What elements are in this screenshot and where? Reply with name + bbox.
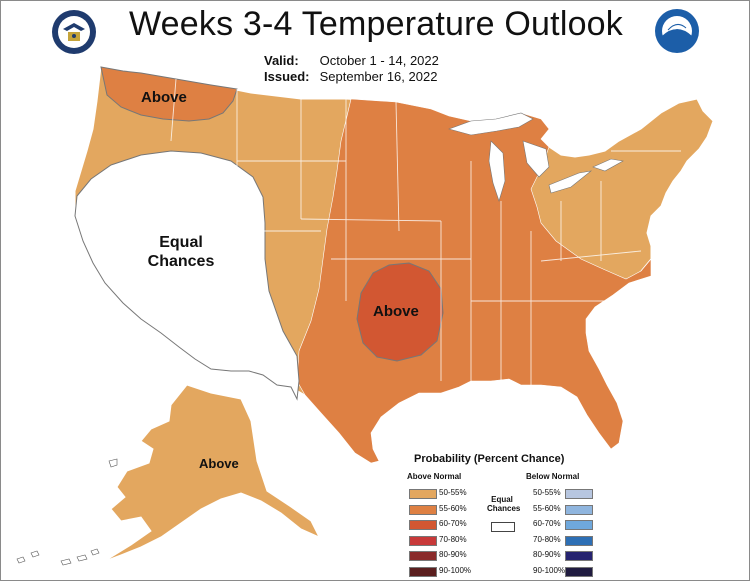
legend-above-pct: 90-100%: [439, 565, 472, 575]
alaska-islands: [16, 458, 118, 566]
legend-above-pct: 70-80%: [439, 534, 467, 544]
valid-value: October 1 - 14, 2022: [319, 53, 439, 68]
legend-above-pct: 55-60%: [439, 503, 467, 513]
state-lines: [170, 78, 681, 385]
legend-below-header: Below Normal: [526, 472, 580, 481]
issued-value: September 16, 2022: [319, 69, 438, 84]
label-equal-chances: Equal Chances: [147, 234, 215, 270]
legend-above-swatch: [409, 551, 437, 561]
legend-below-pct: 70-80%: [533, 534, 561, 544]
legend-equal-swatch: [491, 522, 515, 532]
legend-below-swatch: [565, 489, 593, 499]
region-northwest-55-60: [100, 66, 238, 122]
legend-below-pct: 60-70%: [533, 519, 561, 528]
legend-below-swatch: [565, 535, 593, 546]
region-equal-chances: [74, 150, 300, 401]
alaska-shape: [104, 384, 321, 562]
legend-above-pct: 80-90%: [439, 550, 467, 559]
valid-label: Valid:: [264, 53, 299, 68]
doc-seal-icon: [52, 10, 96, 54]
label-northwest: Above: [141, 89, 187, 106]
legend-below-swatch: [565, 551, 593, 561]
legend-above-pct: 50-55%: [439, 488, 467, 497]
legend-above-swatch: [409, 504, 437, 515]
issued-label: Issued:: [264, 69, 310, 84]
map-title: Weeks 3-4 Temperature Outlook: [128, 5, 623, 43]
issued-line: Issued: September 16, 2022: [264, 69, 437, 84]
legend-equal-label: Equal Chances: [487, 495, 521, 513]
legend-above-swatch: [409, 566, 437, 577]
legend-above-swatch: [409, 535, 437, 546]
legend-above-pct: 60-70%: [439, 519, 467, 528]
legend-below-swatch: [565, 566, 593, 577]
legend-above-swatch: [409, 520, 437, 530]
legend-below-pct: 55-60%: [533, 503, 561, 513]
legend-below-pct: 50-55%: [533, 488, 561, 497]
legend-below-swatch: [565, 504, 593, 515]
label-alaska: Above: [199, 456, 239, 471]
region-60-70: [356, 262, 444, 362]
great-lakes: [448, 112, 624, 202]
valid-line: Valid: October 1 - 14, 2022: [264, 53, 439, 68]
legend-above-swatch: [409, 489, 437, 499]
label-southcentral: Above: [373, 303, 419, 320]
legend-below-pct: 80-90%: [533, 550, 561, 559]
legend-below-pct: 90-100%: [533, 565, 566, 575]
noaa-logo-icon: [655, 9, 699, 53]
legend-title: Probability (Percent Chance): [414, 453, 565, 465]
legend-above-header: Above Normal: [407, 472, 462, 481]
legend-below-swatch: [565, 520, 593, 530]
